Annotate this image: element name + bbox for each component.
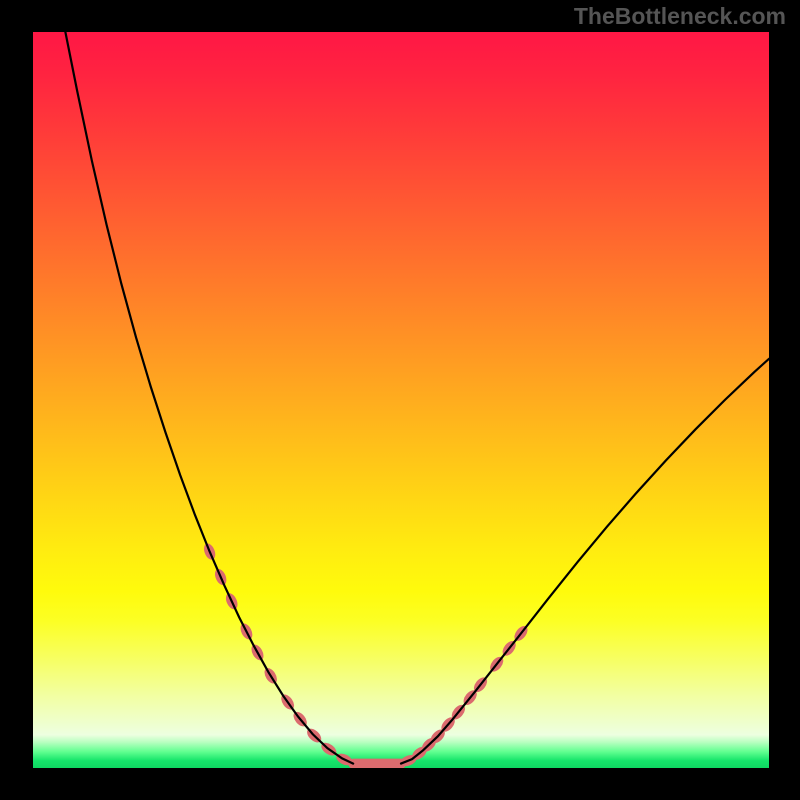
watermark-text: TheBottleneck.com bbox=[574, 3, 786, 30]
curve-right bbox=[401, 359, 769, 764]
curve-left bbox=[65, 32, 353, 764]
plot-area bbox=[33, 32, 769, 768]
chart-svg bbox=[33, 32, 769, 768]
chart-frame: TheBottleneck.com bbox=[0, 0, 800, 800]
